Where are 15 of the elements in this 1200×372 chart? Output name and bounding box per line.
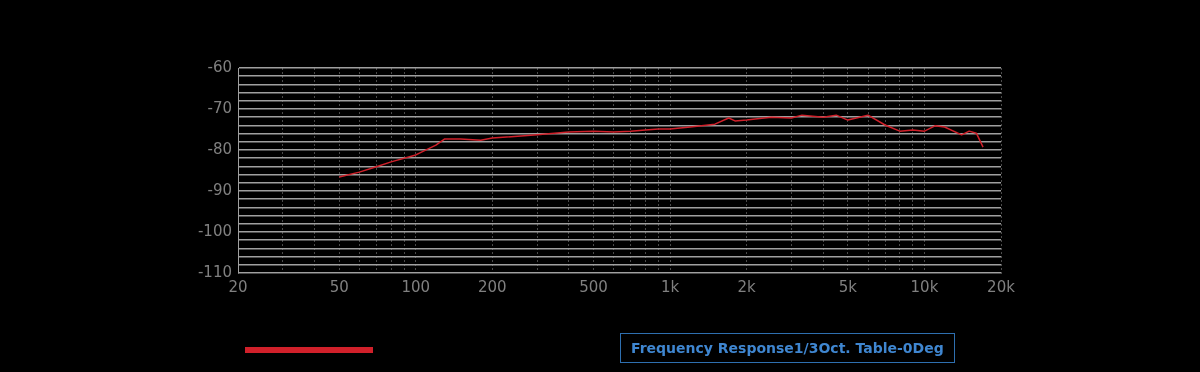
x-tick-label: 20k bbox=[987, 277, 1016, 296]
x-tick-label: 100 bbox=[401, 277, 431, 296]
x-tick-label: 10k bbox=[910, 277, 939, 296]
x-tick-label: 50 bbox=[329, 277, 349, 296]
x-tick-label: 2k bbox=[737, 277, 757, 296]
y-tick-label: -100 bbox=[197, 221, 232, 240]
y-tick-label: -60 bbox=[207, 57, 232, 76]
y-tick-label: -70 bbox=[207, 98, 232, 117]
x-tick-label: 200 bbox=[478, 277, 507, 296]
text: Frequency Response1/3Oct. Table-0Deg bbox=[620, 333, 955, 363]
x-tick-label: 1k bbox=[660, 277, 680, 296]
x-tick-label: 500 bbox=[579, 277, 608, 296]
y-tick-label: -90 bbox=[207, 180, 232, 199]
x-tick-label: 5k bbox=[838, 277, 858, 296]
y-tick-label: -80 bbox=[207, 139, 232, 158]
